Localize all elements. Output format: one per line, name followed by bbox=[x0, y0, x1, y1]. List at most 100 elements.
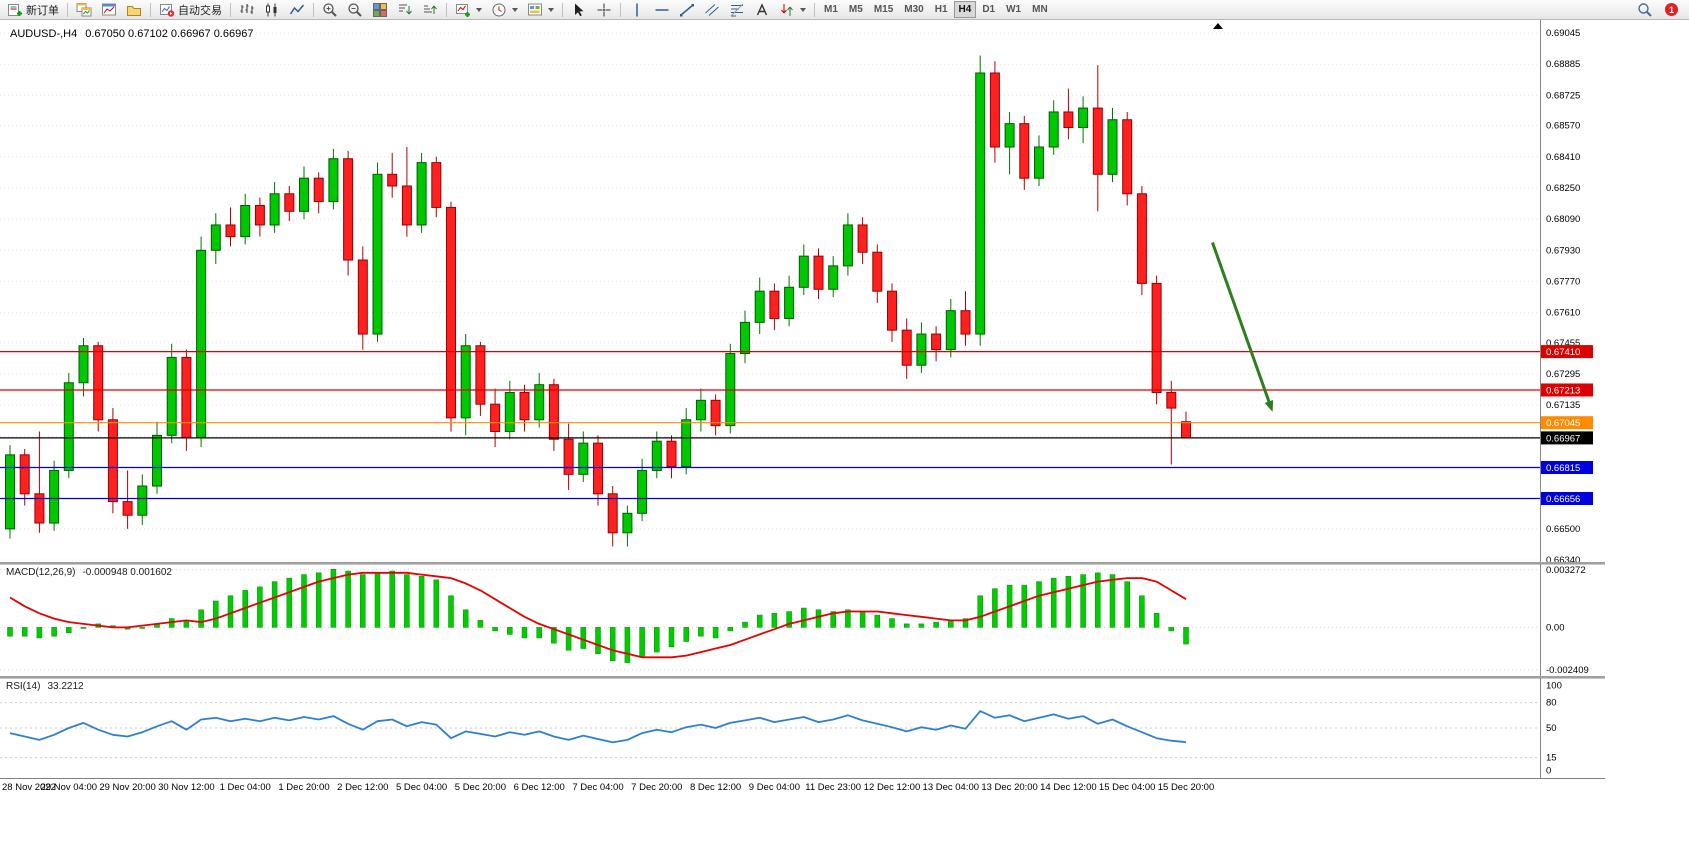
clock-icon bbox=[492, 3, 506, 16]
macd-axis-label: -0.002409 bbox=[1546, 665, 1589, 676]
toolbar-separator bbox=[446, 2, 447, 17]
rsi-axis-label: 80 bbox=[1546, 698, 1557, 709]
tf-button-w1[interactable]: W1 bbox=[1001, 1, 1026, 18]
macd-histogram bbox=[7, 569, 1189, 663]
panel-splitter[interactable] bbox=[0, 562, 1605, 564]
rsi-axis-label: 100 bbox=[1546, 681, 1562, 692]
notification-badge[interactable]: 1 bbox=[1665, 3, 1678, 16]
tf-button-m1[interactable]: M1 bbox=[819, 1, 843, 18]
time-label: 28 Nov 2022 bbox=[2, 782, 56, 793]
search-icon bbox=[1638, 2, 1652, 17]
candle bbox=[519, 384, 530, 432]
time-label: 9 Dec 04:00 bbox=[748, 782, 800, 793]
zoom-in-icon bbox=[323, 2, 337, 17]
time-axis[interactable]: 28 Nov 2022 29 Nov 04:00 29 Nov 20:00 30 No… bbox=[0, 778, 1605, 797]
price-tag: 0.67410 bbox=[1541, 345, 1593, 359]
cursor-button[interactable] bbox=[567, 1, 591, 19]
toolbar-separator bbox=[230, 2, 231, 17]
candle bbox=[651, 431, 662, 479]
price-axis-label: 0.67455 bbox=[1546, 338, 1580, 349]
tf-button-m30[interactable]: M30 bbox=[899, 1, 928, 18]
tf-button-m15[interactable]: M15 bbox=[869, 1, 898, 18]
tf-button-h1[interactable]: H1 bbox=[930, 1, 953, 18]
time-label: 29 Nov 20:00 bbox=[99, 782, 156, 793]
candle bbox=[19, 449, 30, 506]
profiles-button[interactable] bbox=[122, 1, 146, 19]
chart-window: 0.69045 0.68885 0.68725 0.68570 0.68410 0.682… bbox=[0, 20, 1605, 797]
candlestick-type-icon bbox=[266, 3, 277, 16]
time-label: 6 Dec 12:00 bbox=[513, 782, 565, 793]
candle bbox=[446, 201, 456, 432]
line-chart-type-button[interactable] bbox=[285, 1, 309, 19]
price-axis-label: 0.68570 bbox=[1546, 121, 1580, 132]
search-button[interactable] bbox=[1633, 1, 1657, 19]
tf-button-mn[interactable]: MN bbox=[1027, 1, 1053, 18]
arrange-ascending-button[interactable] bbox=[393, 1, 417, 19]
time-label: 30 Nov 12:00 bbox=[158, 782, 215, 793]
tf-button-d1[interactable]: D1 bbox=[977, 1, 1000, 18]
autotrading-button[interactable]: 自动交易 bbox=[155, 1, 226, 19]
toolbar-separator bbox=[150, 2, 151, 17]
candle bbox=[34, 431, 45, 533]
candle bbox=[122, 470, 133, 529]
time-label: 8 Dec 12:00 bbox=[689, 782, 742, 793]
trendline-tool-button[interactable] bbox=[675, 1, 699, 19]
candle bbox=[475, 341, 486, 416]
candle bbox=[460, 334, 471, 436]
candle bbox=[960, 291, 971, 346]
fibonacci-tool-button[interactable] bbox=[725, 1, 749, 19]
time-label: 5 Dec 04:00 bbox=[395, 782, 448, 793]
chart-window-button[interactable] bbox=[97, 1, 121, 19]
svg-text:0.66815: 0.66815 bbox=[1546, 463, 1580, 474]
panel-splitter[interactable] bbox=[0, 676, 1605, 678]
tf-button-h4[interactable]: H4 bbox=[953, 1, 977, 18]
bar-chart-type-button[interactable] bbox=[235, 1, 259, 19]
autotrading-icon bbox=[160, 3, 175, 17]
svg-text:0.67410: 0.67410 bbox=[1546, 347, 1580, 358]
price-axis-label: 0.67770 bbox=[1546, 276, 1580, 287]
charts-cascade-button[interactable] bbox=[72, 1, 96, 19]
horizontal-line-tool-button[interactable] bbox=[650, 1, 674, 19]
trend-arrow[interactable] bbox=[1211, 241, 1274, 412]
tile-windows-button[interactable] bbox=[368, 1, 392, 19]
price-axis-label: 0.69045 bbox=[1546, 28, 1580, 39]
arrange-descending-button[interactable] bbox=[418, 1, 442, 19]
scroll-position-marker[interactable] bbox=[1213, 23, 1223, 29]
text-tool-button[interactable] bbox=[750, 1, 774, 19]
candle bbox=[710, 394, 721, 436]
main-chart[interactable]: 0.69045 0.68885 0.68725 0.68570 0.68410 0.682… bbox=[0, 20, 1605, 562]
text-tool-icon bbox=[756, 2, 768, 15]
candle bbox=[901, 318, 912, 379]
chart-title: AUDUSD-,H4 0.67050 0.67102 0.66967 0.669… bbox=[10, 28, 253, 40]
candle bbox=[240, 193, 251, 245]
zoom-in-button[interactable] bbox=[318, 1, 342, 19]
rsi-axis-label: 50 bbox=[1546, 723, 1557, 734]
candlestick-type-button[interactable] bbox=[260, 1, 284, 19]
chevron-down-icon bbox=[476, 7, 482, 12]
period-button[interactable] bbox=[487, 1, 522, 19]
template-button[interactable] bbox=[523, 1, 558, 19]
new-order-button[interactable]: 新订单 bbox=[3, 1, 63, 19]
vertical-line-tool-button[interactable] bbox=[625, 1, 649, 19]
zoom-out-icon bbox=[348, 2, 362, 17]
candle bbox=[695, 388, 706, 432]
chevron-down-icon bbox=[548, 7, 554, 12]
macd-panel[interactable]: 0.003272 0.00 -0.002409 bbox=[0, 564, 1605, 676]
new-chart-icon bbox=[456, 3, 470, 17]
candle bbox=[254, 197, 265, 237]
arrows-tool-button[interactable] bbox=[775, 1, 810, 19]
new-chart-button[interactable] bbox=[451, 1, 486, 19]
time-label: 15 Dec 20:00 bbox=[1157, 782, 1215, 793]
channel-tool-button[interactable] bbox=[700, 1, 724, 19]
bar-chart-type-icon bbox=[240, 3, 254, 14]
candle bbox=[431, 156, 442, 218]
zoom-out-button[interactable] bbox=[343, 1, 367, 19]
candle bbox=[269, 182, 280, 233]
rsi-panel[interactable]: 100 80 50 150 bbox=[0, 678, 1605, 778]
candle bbox=[1107, 108, 1118, 183]
autotrading-label: 自动交易 bbox=[178, 4, 222, 17]
tf-button-m5[interactable]: M5 bbox=[844, 1, 868, 18]
crosshair-button[interactable] bbox=[592, 1, 616, 19]
price-axis-label: 0.67135 bbox=[1546, 400, 1580, 411]
price-axis-label: 0.67610 bbox=[1546, 308, 1580, 319]
